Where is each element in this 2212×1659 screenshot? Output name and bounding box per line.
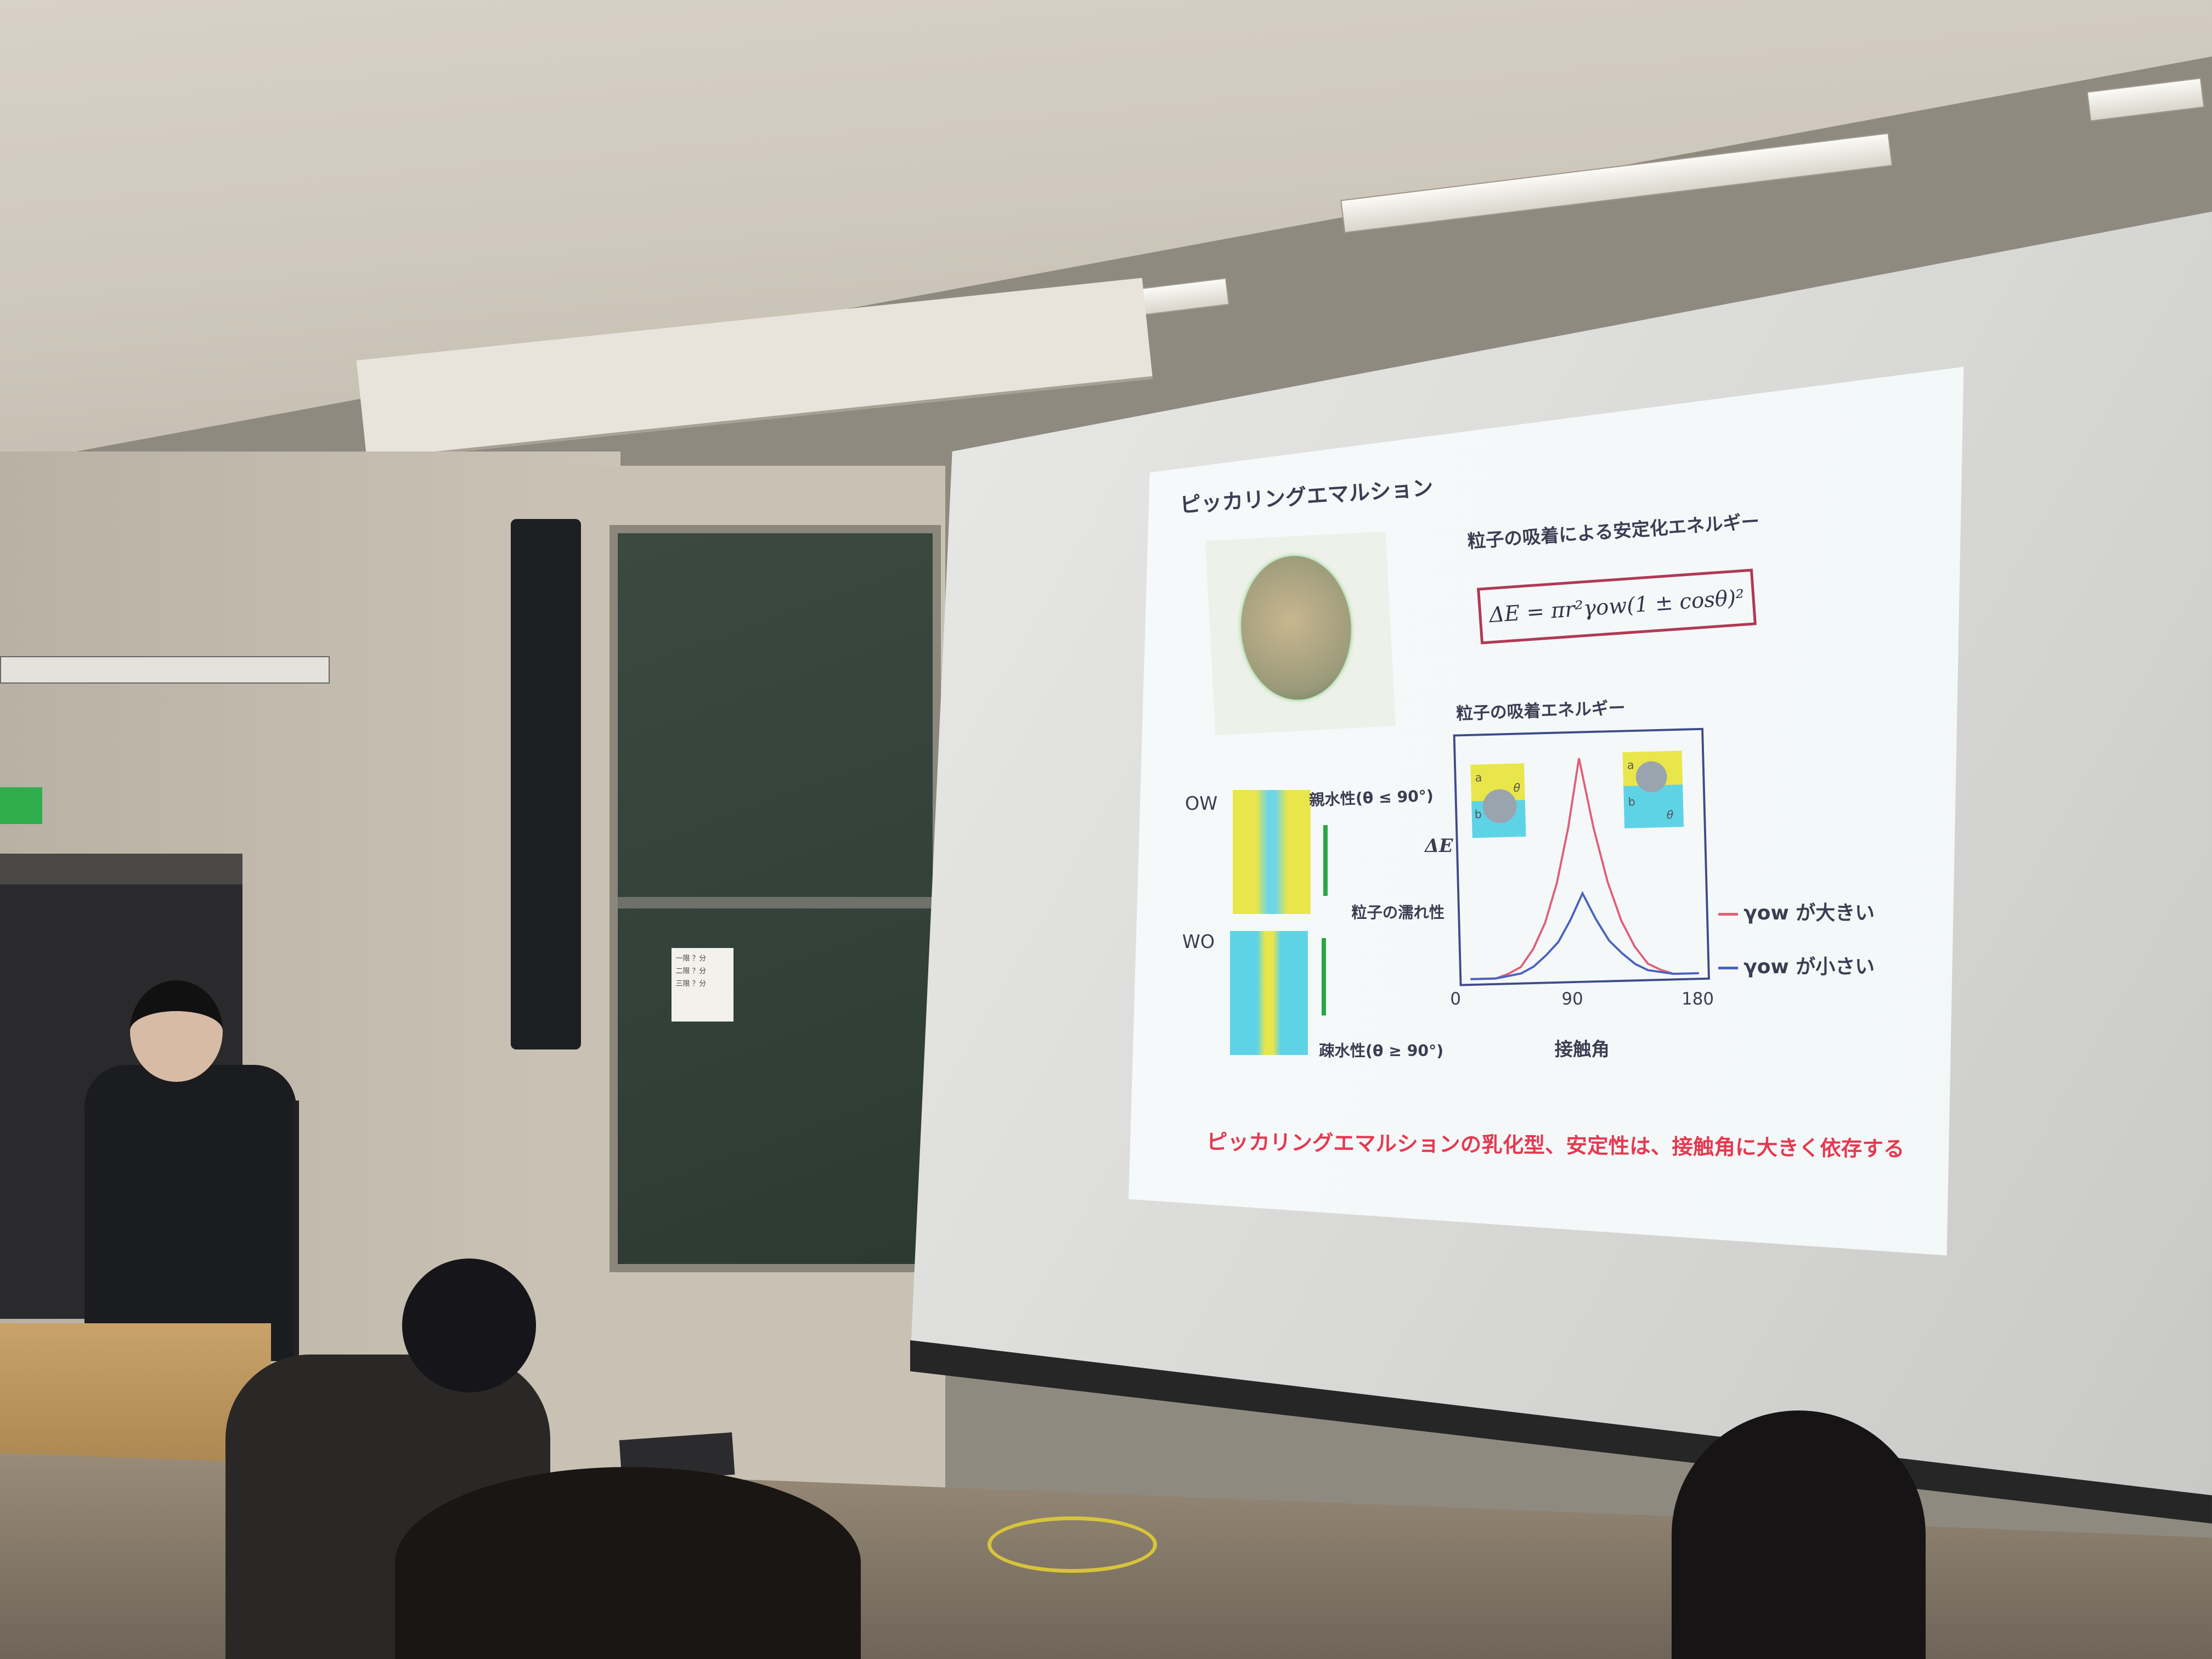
inset-label-a: a [1627, 758, 1634, 771]
inset-label-theta: θ [1666, 808, 1674, 821]
notice-paper: 一限 ？分 二限 ？分 三限 ？分 [671, 947, 734, 1022]
inset-label-b: b [1628, 795, 1635, 808]
chart-frame [1453, 727, 1710, 986]
notice-line: 一限 ？分 [675, 954, 707, 963]
hydrophobic-label: 疎水性(θ ≥ 90°) [1319, 1041, 1444, 1060]
legend-label: γow が小さい [1743, 956, 1875, 979]
projector-screen-rod [0, 656, 330, 684]
presenter-head [129, 980, 223, 1082]
inset-label-b: b [1474, 808, 1482, 821]
notice-line: 三限 ？分 [675, 979, 707, 988]
wo-diagram [1230, 931, 1308, 1056]
droplet [1237, 553, 1355, 703]
x-tick-label: 180 [1681, 989, 1714, 1009]
exit-sign [0, 787, 43, 824]
audience-head [394, 1467, 861, 1659]
wall-speaker [510, 519, 582, 1050]
x-axis-label: 接触角 [1554, 1038, 1610, 1060]
ow-diagram [1233, 789, 1311, 915]
adsorption-energy-chart: a b θ a b θ [1453, 727, 1710, 986]
blackboard-divider [618, 897, 935, 909]
inset-label-theta: θ [1513, 781, 1521, 794]
wettability-label: 粒子の濡れ性 [1351, 903, 1444, 922]
presenter [84, 1065, 296, 1362]
legend-item: γow が大きい [1718, 897, 1875, 926]
down-arrow [1322, 938, 1327, 1016]
series-line-0 [1470, 758, 1699, 980]
inset-label-a: a [1475, 771, 1482, 784]
up-arrow [1323, 825, 1328, 896]
inset-left: a b θ [1470, 763, 1526, 838]
podium [0, 1323, 271, 1479]
x-tick-label: 90 [1561, 989, 1583, 1009]
audience-head [1672, 1410, 1926, 1659]
mic-stand [293, 1100, 300, 1362]
y-axis-label: ΔE [1425, 835, 1453, 857]
notice-line: 二限 ？分 [675, 967, 707, 975]
wo-label: WO [1182, 931, 1215, 953]
legend-swatch-red [1718, 912, 1738, 916]
ow-label: OW [1184, 793, 1218, 815]
series-line-1 [1470, 890, 1699, 980]
audience-head [402, 1258, 537, 1392]
emulsion-droplet-photo [1205, 531, 1396, 736]
legend-swatch-blue [1718, 966, 1738, 969]
x-tick-label: 0 [1450, 989, 1462, 1009]
legend-item: γow が小さい [1718, 951, 1875, 979]
ceiling-light [2086, 77, 2204, 122]
inset-right: a b θ [1622, 751, 1684, 828]
hydrophilic-label: 親水性(θ ≤ 90°) [1308, 787, 1434, 810]
legend-label: γow が大きい [1743, 902, 1875, 925]
yellow-cable [987, 1516, 1157, 1573]
